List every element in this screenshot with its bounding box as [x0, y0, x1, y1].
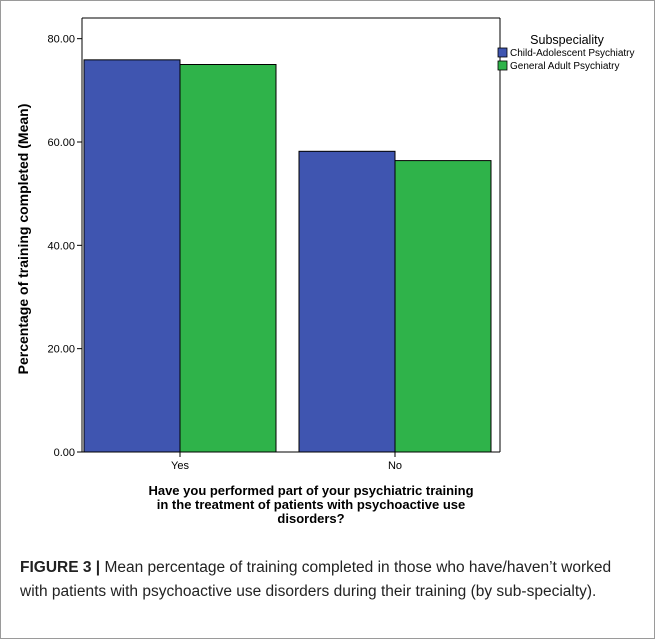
- y-tick-label: 20.00: [47, 344, 75, 356]
- figure-caption: FIGURE 3 | Mean percentage of training c…: [20, 556, 640, 604]
- legend: Subspeciality Child-Adolescent Psychiatr…: [497, 33, 635, 72]
- legend-entry: Child-Adolescent Psychiatry: [510, 48, 635, 59]
- y-tick-label: 60.00: [47, 137, 75, 149]
- y-axis-label: Percentage of training completed (Mean): [15, 104, 31, 375]
- legend-swatch: [497, 47, 508, 58]
- chart-bars: [83, 59, 492, 453]
- caption-text: Mean percentage of training completed in…: [20, 559, 612, 600]
- bar: [83, 59, 181, 453]
- x-tick-label: No: [388, 460, 402, 472]
- bar-chart: 0.00 20.00 40.00 60.00 80.00 Yes No Percentag…: [15, 17, 635, 526]
- x-axis-label-line: disorders?: [277, 511, 344, 526]
- caption-label: FIGURE 3: [20, 559, 92, 576]
- x-tick-label: Yes: [171, 460, 189, 472]
- x-axis-label-line: in the treatment of patients with psycho…: [157, 497, 465, 512]
- bar: [179, 64, 277, 453]
- caption-separator: |: [95, 559, 101, 576]
- y-tick-label: 40.00: [47, 240, 75, 252]
- x-axis-label-line: Have you performed part of your psychiat…: [148, 483, 473, 498]
- bar: [298, 150, 396, 453]
- y-tick-label: 80.00: [47, 34, 75, 46]
- legend-entry: General Adult Psychiatry: [510, 61, 620, 72]
- x-axis-label: Have you performed part of your psychiat…: [148, 483, 473, 526]
- y-axis-ticks: 0.00 20.00 40.00 60.00 80.00: [47, 34, 82, 459]
- legend-swatch: [497, 60, 508, 71]
- legend-title: Subspeciality: [530, 33, 604, 47]
- bar: [394, 160, 492, 453]
- y-tick-label: 0.00: [54, 447, 75, 459]
- x-axis-ticks: Yes No: [171, 452, 402, 472]
